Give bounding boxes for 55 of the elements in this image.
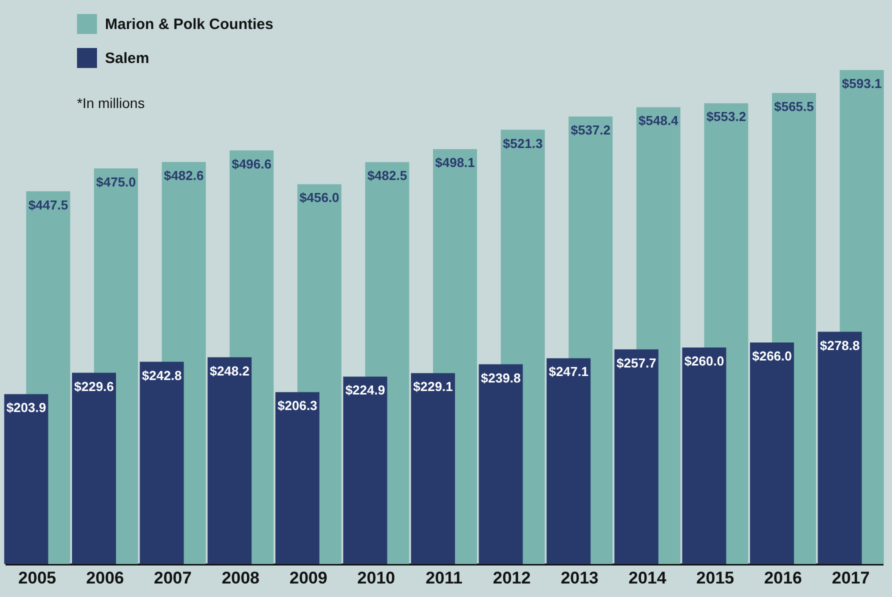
- data-label: $475.0: [96, 174, 136, 190]
- data-label: $565.5: [774, 98, 814, 114]
- legend-label: Marion & Polk Counties: [105, 16, 274, 33]
- data-label: $496.6: [232, 156, 272, 172]
- x-tick-label: 2014: [628, 568, 667, 588]
- x-tick-label: 2005: [18, 568, 56, 588]
- data-label: $229.6: [74, 378, 114, 394]
- x-tick-label: 2006: [86, 568, 124, 588]
- bar: [140, 362, 184, 564]
- bar: [411, 373, 455, 564]
- bar: [614, 349, 658, 564]
- x-tick-label: 2009: [289, 568, 328, 588]
- legend-label: Salem: [105, 50, 150, 67]
- data-label: $203.9: [6, 400, 46, 416]
- bar: [72, 372, 116, 564]
- data-label: $593.1: [842, 76, 882, 91]
- data-label: $278.8: [820, 338, 860, 353]
- bar: [208, 357, 252, 564]
- bar: [682, 347, 726, 564]
- bar: [478, 364, 523, 564]
- data-label: $482.5: [367, 168, 408, 184]
- data-label: $548.4: [638, 113, 680, 128]
- bar: [275, 392, 320, 564]
- data-label: $224.9: [345, 382, 386, 398]
- data-label: $242.8: [142, 368, 182, 383]
- data-label: $456.0: [300, 190, 340, 206]
- data-label: $248.2: [210, 363, 250, 378]
- x-tick-label: 2016: [764, 568, 802, 588]
- bar: [4, 394, 48, 564]
- data-label: $257.7: [616, 355, 656, 370]
- data-label: $553.2: [706, 109, 746, 124]
- x-tick-label: 2010: [357, 568, 396, 588]
- x-tick-label: 2013: [560, 568, 599, 588]
- x-tick-label: 2007: [154, 568, 192, 588]
- data-label: $206.3: [278, 398, 318, 414]
- data-label: $247.1: [548, 364, 588, 380]
- bar: [750, 342, 794, 564]
- data-label: $260.0: [684, 353, 724, 368]
- data-label: $447.5: [28, 197, 68, 212]
- data-label: $498.1: [435, 155, 475, 170]
- x-tick-label: 2011: [426, 568, 462, 588]
- data-label: $521.3: [502, 136, 543, 151]
- data-label: $537.2: [570, 122, 610, 138]
- x-tick-label: 2012: [492, 568, 531, 588]
- bar: [546, 358, 591, 564]
- bar: [818, 332, 862, 564]
- data-label: $482.6: [164, 168, 204, 184]
- data-label: $239.8: [480, 370, 521, 386]
- data-label: $266.0: [752, 348, 792, 364]
- data-label: $229.1: [413, 379, 453, 394]
- x-tick-label: 2008: [222, 568, 260, 588]
- x-tick-label: 2017: [832, 568, 870, 588]
- annotation: *In millions: [77, 95, 145, 111]
- bar: [343, 376, 388, 564]
- x-tick-label: 2015: [696, 568, 734, 588]
